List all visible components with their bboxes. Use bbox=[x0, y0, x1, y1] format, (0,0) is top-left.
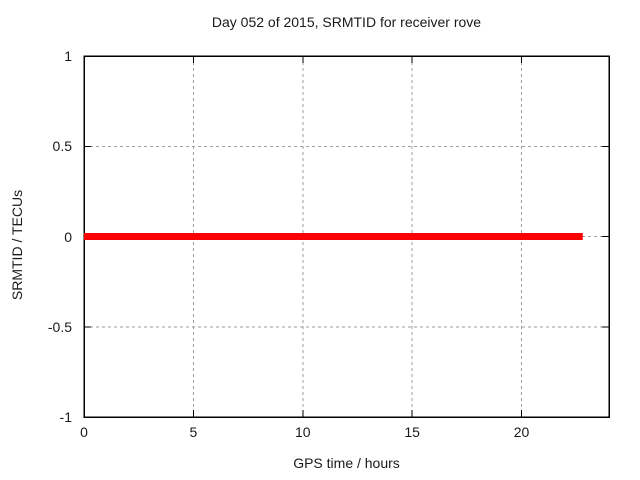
y-axis-label: SRMTID / TECUs bbox=[9, 189, 25, 301]
y-tick-label: 0 bbox=[64, 228, 72, 245]
x-tick-label: 0 bbox=[80, 424, 88, 440]
x-tick-label: 10 bbox=[294, 424, 311, 440]
x-tick-label: 20 bbox=[513, 424, 530, 440]
chart-title: Day 052 of 2015, SRMTID for receiver rov… bbox=[211, 14, 482, 30]
y-tick-label: -0.5 bbox=[47, 318, 72, 335]
y-tick-label: 1 bbox=[64, 48, 72, 64]
x-tick-label: 15 bbox=[404, 424, 420, 440]
x-axis-label: GPS time / hours bbox=[293, 455, 400, 471]
x-tick-label: 5 bbox=[189, 424, 198, 440]
y-tick-label: 0.5 bbox=[52, 138, 72, 155]
y-tick-label: -1 bbox=[59, 409, 72, 425]
